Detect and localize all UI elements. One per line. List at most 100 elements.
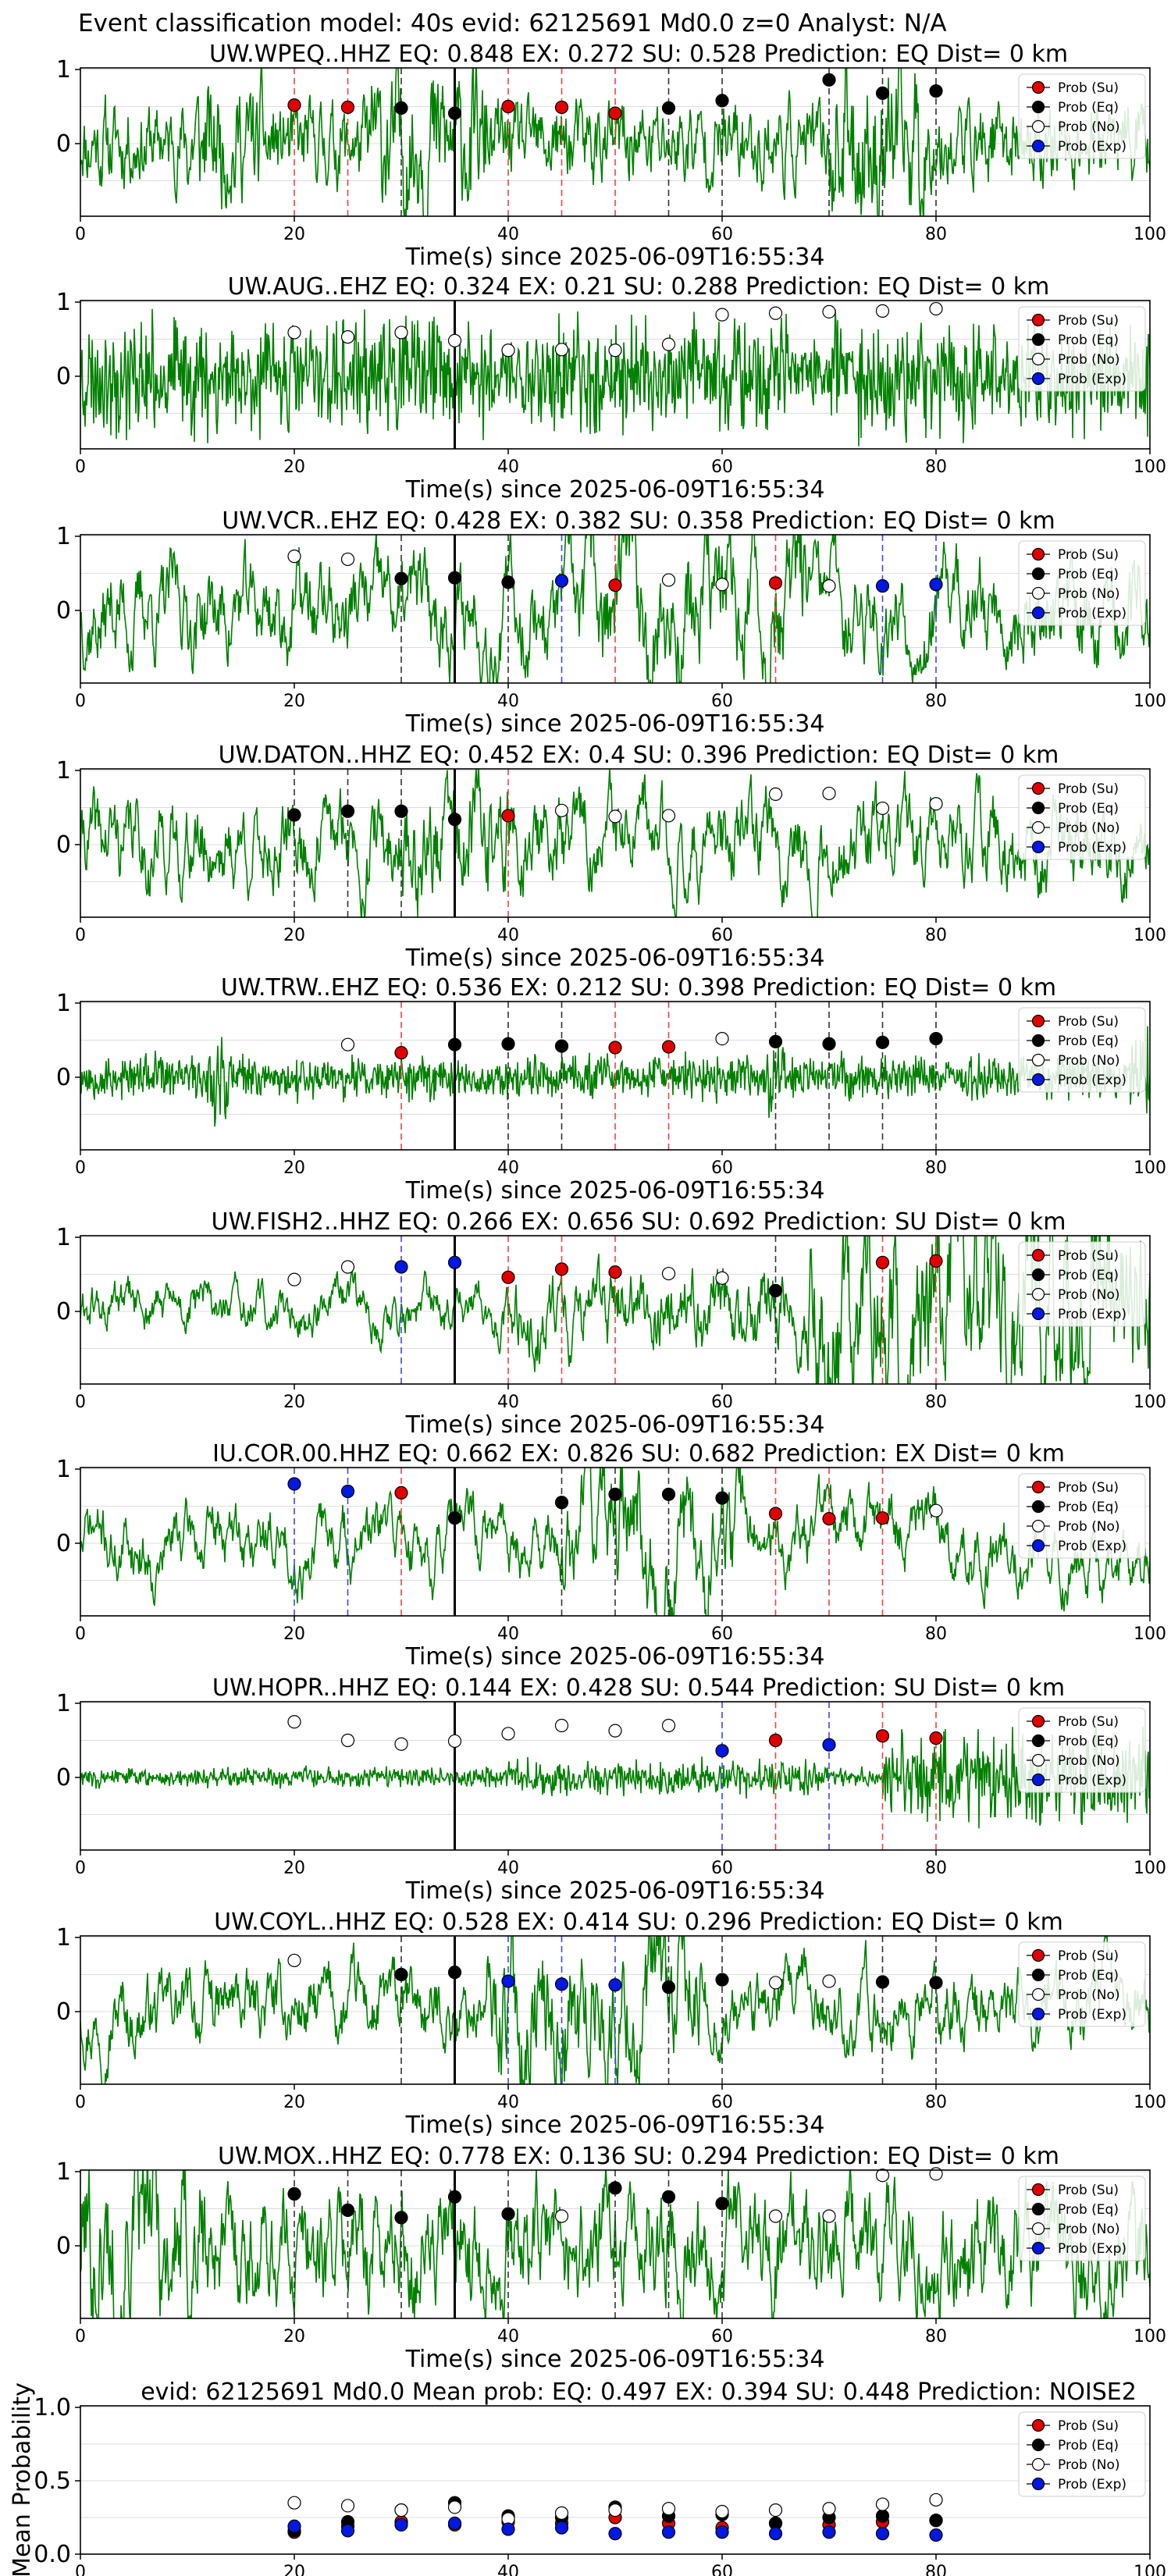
legend-label: Prob (Eq) [1058,1500,1119,1515]
x-axis-label: Time(s) since 2025-06-09T16:55:34 [405,476,825,503]
legend-marker-no [1031,1753,1045,1767]
prob-marker-eq [340,804,355,818]
prob-marker-su [501,1270,515,1284]
legend-label: Prob (Su) [1058,1948,1119,1964]
y-tick-label: 1 [56,757,71,785]
legend-marker-no [1031,586,1045,600]
prob-marker-eq [287,2186,301,2201]
prob-marker-su [554,100,569,115]
legend-label: Prob (Exp) [1058,2477,1127,2492]
prob-marker-su [768,1733,783,1748]
y-tick-label: 0 [56,597,71,624]
mean-prob-marker-exp [661,2525,676,2539]
prob-marker-eq [554,1039,569,1053]
legend-label: Prob (Exp) [1058,372,1127,387]
prob-marker-no [875,2169,890,2183]
prob-marker-no [929,797,943,811]
mean-prob-marker-exp [287,2519,301,2533]
prob-marker-no [340,1733,355,1748]
x-tick-label: 100 [1134,1859,1166,1878]
legend: Prob (Su) Prob (Eq) Prob (No) Prob (Exp) [1018,1241,1146,1327]
legend-marker-su [1031,1714,1045,1728]
prob-marker-no [715,1031,729,1046]
prob-marker-no [768,1976,783,1990]
x-axis-label: Time(s) since 2025-06-09T16:55:34 [405,244,825,271]
legend-marker-eq [1031,1734,1045,1748]
y-tick-label: 0.5 [34,2467,71,2495]
x-tick-label: 80 [925,225,947,244]
prob-marker-eq [287,808,301,822]
prob-marker-no [340,330,355,344]
x-tick-label: 80 [925,1624,947,1644]
prob-marker-no [340,552,355,567]
prob-marker-eq [822,1037,836,1051]
prob-marker-eq [608,2181,622,2195]
waveform-trace [80,308,1150,447]
legend-label: Prob (Exp) [1058,840,1127,856]
legend-label: Prob (Su) [1058,1014,1119,1030]
prob-marker-eq [875,1975,890,1989]
prob-marker-no [287,1272,301,1286]
x-tick-label: 20 [283,1859,305,1878]
x-tick-label: 100 [1134,225,1166,244]
prob-marker-exp [554,1977,569,1991]
prob-marker-no [554,343,569,357]
x-tick-label: 80 [925,457,947,477]
legend-marker-no [1031,2222,1045,2236]
y-tick-label: 0 [56,1298,71,1325]
x-tick-label: 100 [1134,1158,1166,1178]
prob-marker-no [608,1724,622,1738]
prob-marker-eq [447,1037,462,1051]
prob-marker-no [501,343,515,358]
x-tick-label: 20 [283,457,305,477]
mean-prob-marker-exp [501,2522,515,2536]
prob-marker-eq [875,86,890,101]
prob-marker-eq [501,575,515,589]
legend-marker-no [1031,1519,1045,1533]
y-tick-label: 1 [56,2158,71,2186]
y-tick-label: 1 [56,1924,71,1952]
mean-prob-marker-exp [715,2525,729,2539]
prob-marker-no [822,786,836,801]
legend-marker-su [1031,1480,1045,1494]
legend-marker-su [1031,2183,1045,2197]
legend-marker-no [1031,119,1045,133]
x-tick-label: 60 [711,1393,733,1412]
prob-marker-eq [394,101,408,115]
x-tick-label: 100 [1134,2563,1166,2576]
y-tick-label: 1 [56,523,71,550]
legend-marker-exp [1031,606,1045,620]
prob-marker-su [768,1507,783,1521]
legend-marker-no [1031,1987,1045,2001]
legend: Prob (Su) Prob (Eq) Prob (No) Prob (Exp) [1018,1941,1146,2027]
y-tick-label: 0 [56,1064,71,1091]
legend-marker-eq [1031,2202,1045,2216]
legend-marker-eq [1031,1968,1045,1982]
y-tick-label: 0 [56,130,71,158]
prob-marker-no [608,343,622,358]
x-tick-label: 40 [497,1158,519,1178]
x-tick-label: 40 [497,225,519,244]
waveform-trace [80,769,1150,917]
prob-marker-no [929,1503,943,1517]
legend-label: Prob (No) [1058,352,1120,368]
prob-marker-eq [875,1035,890,1049]
legend-label: Prob (Eq) [1058,801,1119,817]
legend-marker-no [1031,820,1045,834]
y-tick-label: 1 [56,289,71,316]
axes-frame [80,1701,1151,1851]
waveform-trace [80,1936,1150,2084]
axes-frame [80,2169,1151,2319]
y-tick-label: 1.0 [34,2394,71,2421]
x-tick-label: 80 [925,2093,947,2112]
legend-label: Prob (Su) [1058,2418,1119,2434]
legend-marker-eq [1031,333,1045,347]
legend-label: Prob (No) [1058,1053,1120,1069]
x-tick-label: 20 [283,926,305,945]
panel-3: UW.DATON..HHZ EQ: 0.452 EX: 0.4 SU: 0.39… [56,742,1166,972]
prob-marker-eq [501,1037,515,1051]
legend-marker-no [1031,2457,1045,2471]
legend-marker-exp [1031,840,1045,854]
x-tick-label: 0 [75,1158,86,1178]
